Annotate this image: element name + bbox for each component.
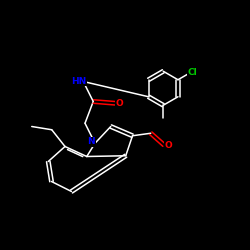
Text: HN: HN: [71, 77, 86, 86]
Text: O: O: [116, 99, 123, 108]
Text: O: O: [164, 140, 172, 149]
Text: N: N: [88, 138, 95, 146]
Text: Cl: Cl: [187, 68, 197, 77]
